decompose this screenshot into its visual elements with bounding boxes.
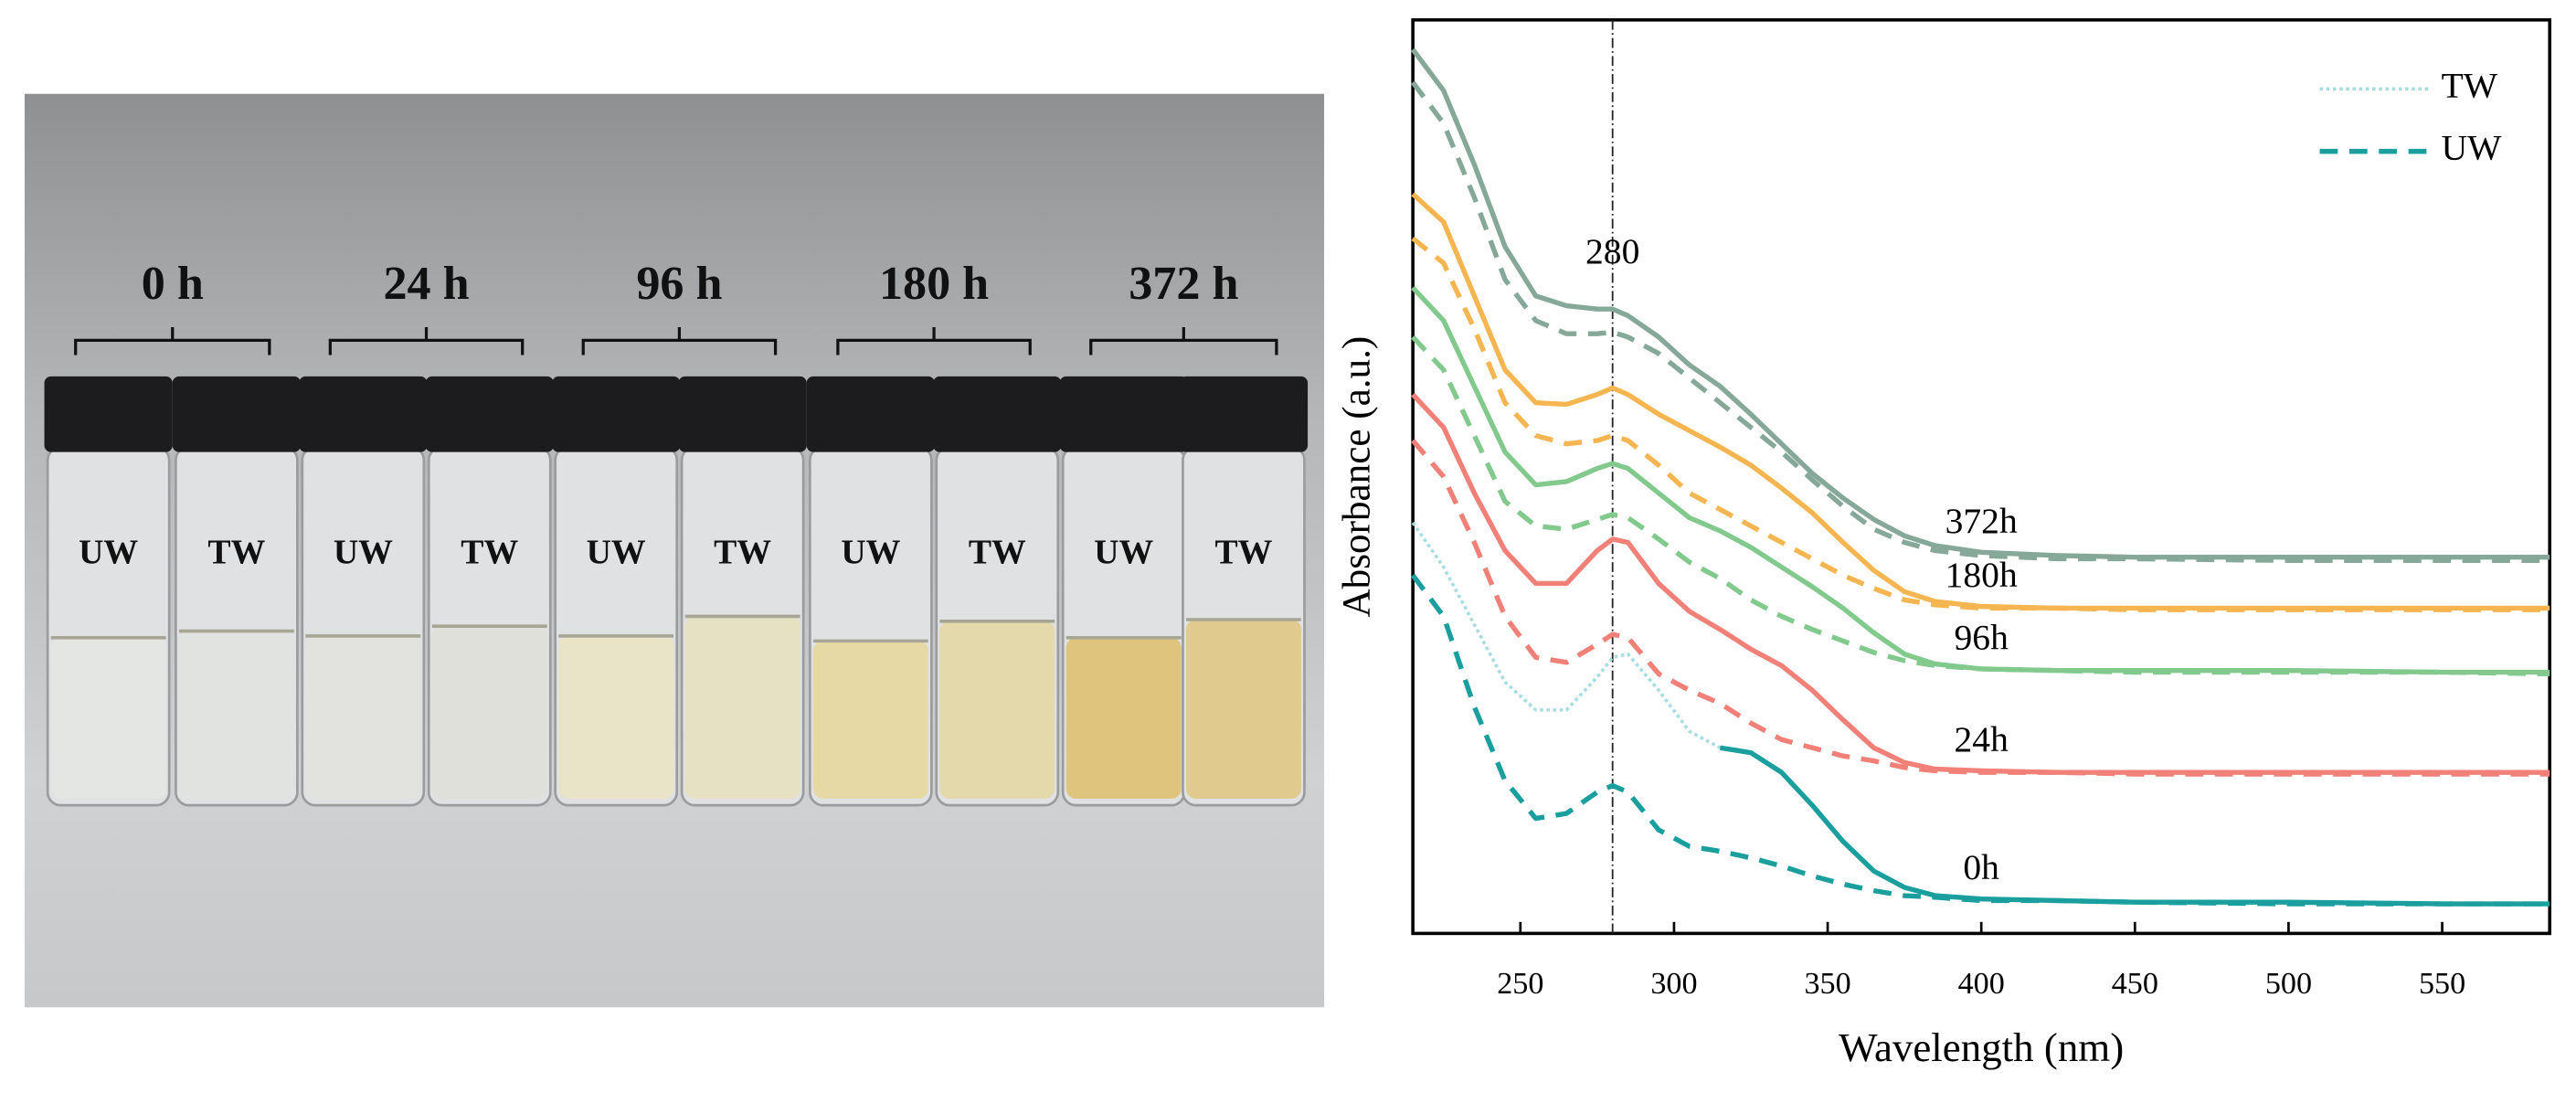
vial-label: UW: [79, 534, 138, 572]
vial-liquid: [431, 626, 547, 799]
vial-liquid: [1065, 637, 1182, 799]
reference-label: 280: [1585, 231, 1639, 271]
vial-label: UW: [587, 534, 646, 572]
group-bracket: [836, 326, 1032, 355]
group-label: 24 h: [383, 258, 469, 310]
group-label: 0 h: [142, 258, 204, 310]
series-line: [1410, 48, 2550, 560]
vial-cap: [44, 376, 173, 452]
vial-liquid: [939, 621, 1055, 799]
group-bracket: [1089, 326, 1278, 355]
group-label: 372 h: [1129, 258, 1238, 310]
vial-label: TW: [207, 534, 265, 572]
chart: Wavelength (nm) Absorbance (a.u.) 250 300…: [1336, 17, 2552, 1070]
x-axis-label: Wavelength (nm): [1839, 1024, 2124, 1070]
vial-label: TW: [714, 534, 771, 572]
vial-cap: [299, 376, 428, 452]
series-label: 0h: [1963, 847, 1999, 887]
series-line: [1411, 192, 2550, 611]
x-tick-label: 500: [2265, 967, 2312, 1001]
vial-cap: [425, 376, 554, 452]
vial-cap: [552, 376, 681, 452]
vial-label: TW: [1214, 534, 1272, 572]
vial-liquid: [50, 637, 166, 799]
group-bracket: [581, 326, 778, 355]
vial-label: UW: [841, 534, 900, 572]
vial-cap: [172, 376, 302, 452]
x-tick-label: 450: [2112, 967, 2158, 1001]
photo: UW TW UW TW UW TW UW TW UW TW 0 h 24 h 96 h 180 h 372 …: [24, 93, 1325, 1008]
series-line: [1411, 439, 2550, 777]
vial-liquid: [558, 635, 674, 799]
series-line: [1719, 745, 2550, 907]
vial-liquid: [305, 635, 421, 799]
vial-cap: [1179, 376, 1309, 452]
x-tick-label: 300: [1650, 967, 1697, 1001]
vial-liquid: [178, 631, 294, 799]
legend-label: UW: [2442, 128, 2503, 168]
group-label: 96 h: [636, 258, 722, 310]
group-bracket: [328, 326, 525, 355]
group-label: 180 h: [879, 258, 989, 310]
series-label: 372h: [1945, 501, 2018, 541]
vial-label: UW: [1094, 534, 1153, 572]
vial-cap: [806, 376, 935, 452]
vial-cap: [678, 376, 807, 452]
vial-label: TW: [461, 534, 518, 572]
vial-label: UW: [334, 534, 393, 572]
series-line: [1411, 392, 2550, 775]
legend: TW UW: [2319, 65, 2503, 168]
x-tick-label: 250: [1497, 967, 1543, 1001]
series-line: [1411, 285, 2550, 675]
group-bracket: [74, 326, 271, 355]
series-label: 96h: [1955, 617, 2009, 657]
series-line: [1411, 521, 1722, 749]
legend-label: TW: [2442, 65, 2498, 105]
x-tick-label: 400: [1958, 967, 2005, 1001]
series-label: 180h: [1945, 555, 2018, 595]
y-axis-label: Absorbance (a.u.): [1336, 336, 1379, 618]
vial-cap: [933, 376, 1062, 452]
vial-liquid: [812, 641, 928, 799]
series-label: 24h: [1955, 719, 2009, 759]
vial-liquid: [1186, 620, 1301, 799]
vial-label: TW: [969, 534, 1026, 572]
series-line: [1410, 80, 2550, 563]
vial-liquid: [684, 616, 800, 799]
x-tick-label: 350: [1804, 967, 1850, 1001]
x-tick-label: 550: [2419, 967, 2465, 1001]
vial-cap: [1059, 376, 1188, 452]
